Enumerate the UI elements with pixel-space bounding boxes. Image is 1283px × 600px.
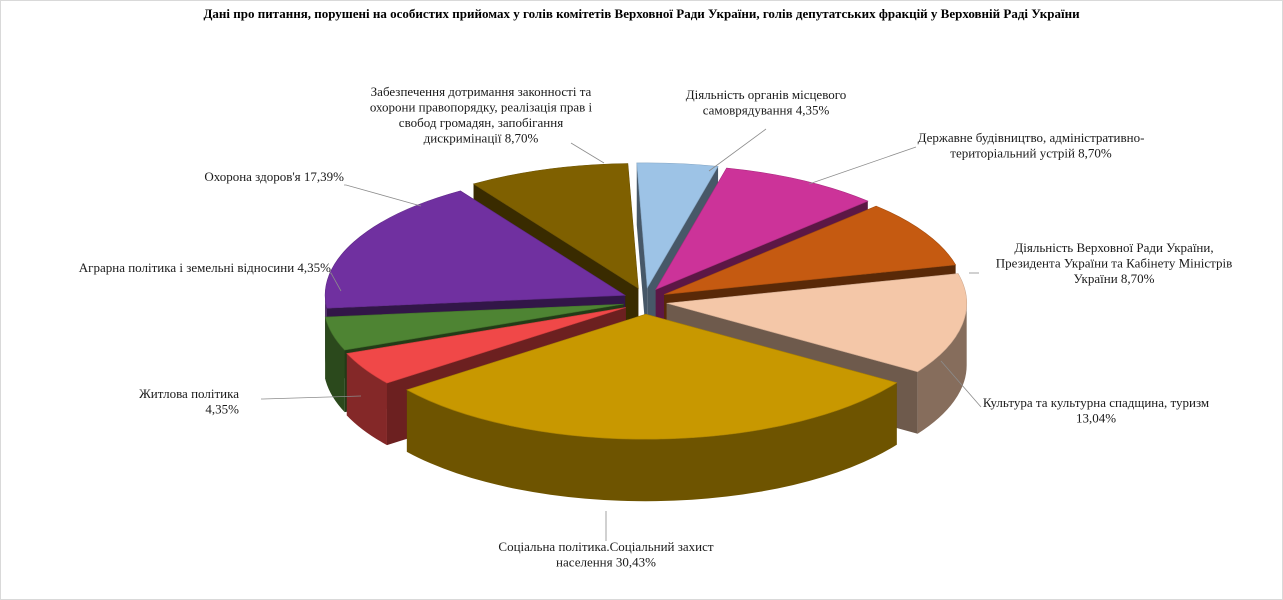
slice-label-line: Президента України та Кабінету Міністрів [996, 256, 1232, 271]
slice-side-6-0 [325, 317, 345, 413]
leader-line-5 [261, 395, 362, 400]
slice-label-line: охорони правопорядку, реалізація прав і [370, 100, 593, 115]
slice-label-line: 4,35% [205, 402, 239, 417]
pie-slice-7 [324, 190, 627, 309]
leader-line-7 [344, 184, 422, 207]
slice-label-line: територіальний устрій 8,70% [950, 146, 1112, 161]
slice-side-5-0 [346, 353, 387, 446]
slice-side-4-0 [406, 382, 897, 502]
slice-label-line: Аграрна політика і земельні відносини 4,… [79, 260, 331, 275]
slice-label-line: свобод громадян, запобігання [399, 115, 563, 130]
slice-label-4: Соціальна політика.Соціальний захист насе… [498, 539, 713, 570]
slice-label-3: Культура та культурна спадщина, туризм 13… [983, 395, 1209, 426]
pie-slice-6 [324, 303, 624, 351]
slice-label-line: дискримінації 8,70% [424, 131, 539, 146]
pie-slice-1 [655, 167, 869, 291]
slice-label-5: Житлова політика 4,35% [139, 386, 239, 417]
leader-line-1 [808, 146, 917, 185]
slice-label-2: Діяльність Верховної Ради України, Презид… [996, 240, 1232, 286]
slice-label-line: Житлова політика [139, 386, 239, 401]
leader-line-8 [570, 142, 605, 164]
slice-label-1: Державне будівництво, адміністративно-те… [918, 130, 1145, 161]
slice-label-line: Діяльність Верховної Ради України, [1014, 240, 1213, 255]
leader-line-6 [329, 272, 342, 292]
pie-slice-3 [666, 273, 967, 373]
slice-label-line: Культура та культурна спадщина, туризм [983, 395, 1209, 410]
slice-side-3-0 [917, 303, 967, 434]
slice-label-line: самоврядування 4,35% [703, 103, 830, 118]
slice-label-line: 13,04% [1076, 411, 1116, 426]
slice-label-line: Забезпечення дотримання законності та [371, 84, 592, 99]
pie-slice-0 [636, 162, 719, 289]
slice-label-line: Діяльність органів місцевого [686, 87, 847, 102]
slice-label-line: населення 30,43% [556, 555, 656, 570]
slice-label-6: Аграрна політика і земельні відносини 4,… [79, 260, 331, 275]
pie-slice-4 [406, 313, 898, 440]
slice-label-8: Забезпечення дотримання законності та охо… [370, 84, 593, 146]
chart-title: Дані про питання, порушені на особистих … [203, 6, 1080, 21]
pie-slice-2 [664, 205, 957, 295]
leader-line-0 [708, 128, 767, 172]
pie-slice-8 [472, 163, 639, 289]
pie-slice-5 [346, 307, 626, 384]
slice-labels: Діяльність органів місцевого самоврядуван… [79, 84, 1232, 570]
slice-wall-0-0 [636, 162, 648, 350]
slice-label-7: Охорона здоров'я 17,39% [204, 169, 344, 184]
slice-label-line: Державне будівництво, адміністративно- [918, 130, 1145, 145]
slice-label-line: України 8,70% [1073, 271, 1154, 286]
pie-tops [324, 162, 967, 440]
leader-line-3 [940, 360, 982, 408]
slice-label-line: Охорона здоров'я 17,39% [204, 169, 344, 184]
slice-label-0: Діяльність органів місцевого самоврядуван… [686, 87, 847, 118]
slice-label-line: Соціальна політика.Соціальний захист [498, 539, 713, 554]
